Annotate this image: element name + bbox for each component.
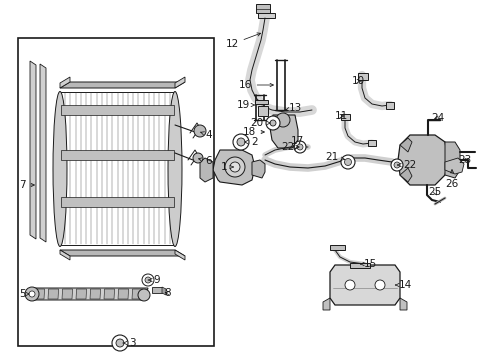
Polygon shape: [213, 150, 254, 185]
Circle shape: [265, 116, 280, 130]
Polygon shape: [60, 250, 70, 260]
Polygon shape: [162, 287, 165, 295]
Polygon shape: [329, 245, 345, 250]
Polygon shape: [104, 289, 114, 299]
Polygon shape: [90, 289, 101, 299]
Circle shape: [237, 138, 244, 146]
Polygon shape: [399, 298, 406, 310]
Polygon shape: [323, 298, 329, 310]
Polygon shape: [62, 289, 72, 299]
Polygon shape: [60, 77, 70, 88]
Polygon shape: [258, 106, 267, 116]
Bar: [18, 38, 214, 346]
Circle shape: [112, 335, 128, 351]
Text: 14: 14: [395, 280, 411, 290]
Polygon shape: [60, 82, 184, 88]
Circle shape: [145, 277, 151, 283]
Text: 23: 23: [457, 155, 470, 165]
Circle shape: [390, 159, 402, 171]
Text: 7: 7: [19, 180, 34, 190]
Text: 15: 15: [360, 259, 376, 269]
Text: 8: 8: [164, 288, 171, 298]
Polygon shape: [385, 102, 393, 109]
Text: 21: 21: [325, 152, 344, 162]
Polygon shape: [258, 13, 274, 18]
Circle shape: [232, 134, 248, 150]
Circle shape: [142, 274, 154, 286]
Polygon shape: [30, 288, 148, 300]
Circle shape: [25, 287, 39, 301]
Polygon shape: [61, 105, 174, 115]
Polygon shape: [444, 142, 459, 178]
Polygon shape: [40, 64, 46, 242]
Circle shape: [340, 155, 354, 169]
Text: 9: 9: [148, 275, 160, 285]
Circle shape: [275, 113, 289, 127]
Text: 12: 12: [225, 33, 260, 49]
Polygon shape: [399, 138, 411, 152]
Circle shape: [224, 157, 244, 177]
Polygon shape: [200, 158, 213, 182]
Text: 22: 22: [281, 142, 299, 152]
Text: 11: 11: [334, 111, 347, 121]
Polygon shape: [34, 289, 44, 299]
Polygon shape: [349, 263, 369, 268]
Circle shape: [293, 141, 305, 153]
Polygon shape: [61, 150, 174, 160]
Circle shape: [296, 144, 303, 150]
Polygon shape: [256, 4, 269, 13]
Polygon shape: [254, 100, 267, 104]
Text: 20: 20: [250, 118, 269, 128]
Polygon shape: [251, 160, 264, 178]
Text: 4: 4: [200, 130, 212, 140]
Circle shape: [29, 291, 35, 297]
Text: 24: 24: [430, 113, 444, 123]
Polygon shape: [340, 114, 349, 120]
Ellipse shape: [53, 91, 67, 247]
Text: 17: 17: [290, 136, 303, 149]
Polygon shape: [76, 289, 86, 299]
Text: 18: 18: [242, 127, 264, 137]
Text: 25: 25: [427, 187, 441, 197]
Circle shape: [344, 158, 351, 166]
Text: 2: 2: [244, 137, 258, 147]
Circle shape: [374, 280, 384, 290]
Circle shape: [138, 289, 150, 301]
Polygon shape: [152, 287, 162, 293]
Polygon shape: [175, 250, 184, 260]
Text: 3: 3: [123, 338, 135, 348]
Polygon shape: [329, 265, 399, 305]
Polygon shape: [60, 250, 184, 256]
Text: 6: 6: [198, 156, 212, 166]
Polygon shape: [60, 92, 175, 245]
Circle shape: [269, 120, 275, 126]
Polygon shape: [30, 61, 36, 239]
Polygon shape: [48, 289, 59, 299]
Text: 13: 13: [285, 103, 301, 113]
Polygon shape: [132, 289, 142, 299]
Polygon shape: [444, 158, 463, 174]
Polygon shape: [397, 135, 447, 185]
Circle shape: [229, 162, 240, 172]
Text: 5: 5: [19, 289, 29, 299]
Polygon shape: [269, 115, 297, 148]
Text: 26: 26: [445, 170, 458, 189]
Polygon shape: [118, 289, 128, 299]
Polygon shape: [175, 77, 184, 88]
Text: 19: 19: [236, 100, 255, 110]
Text: 22: 22: [397, 160, 416, 170]
Ellipse shape: [168, 91, 182, 247]
Circle shape: [193, 153, 203, 163]
Polygon shape: [399, 168, 411, 182]
Polygon shape: [61, 197, 174, 207]
Text: 16: 16: [238, 80, 273, 90]
Circle shape: [345, 280, 354, 290]
Polygon shape: [357, 73, 367, 80]
Text: 10: 10: [351, 76, 364, 86]
Polygon shape: [367, 140, 375, 146]
Circle shape: [116, 339, 124, 347]
Circle shape: [194, 125, 205, 137]
Text: 1: 1: [220, 162, 233, 172]
Circle shape: [393, 162, 399, 168]
